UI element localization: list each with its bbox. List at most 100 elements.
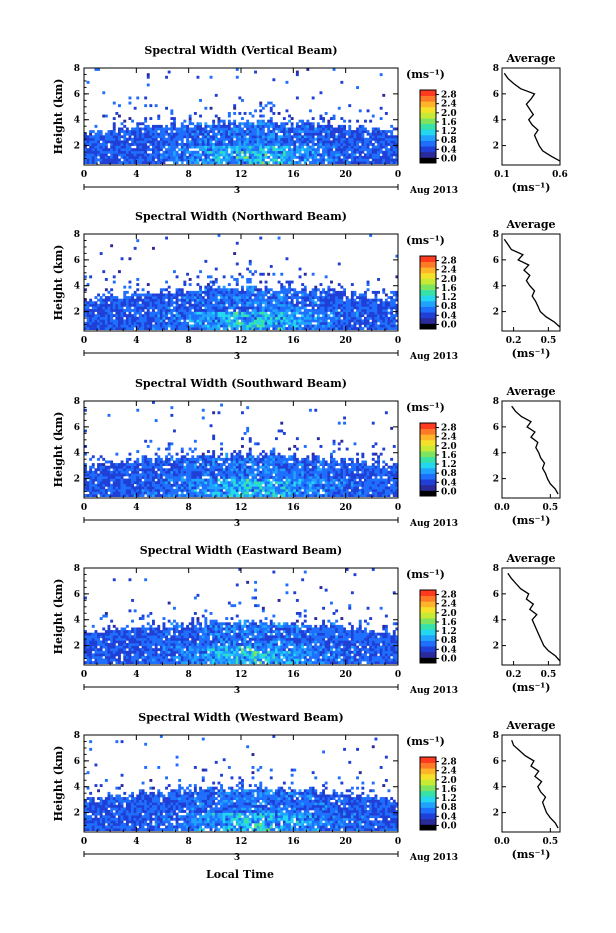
heatmap-cell [327,291,330,294]
heatmap-cell [223,299,226,302]
heatmap-cell [144,146,147,149]
heatmap-cell [95,140,98,143]
heatmap-cell [100,479,103,482]
heatmap-cell [126,146,129,149]
heatmap-cell [354,301,357,304]
heatmap-cell [121,146,124,149]
heatmap-cell [147,489,150,492]
heatmap-cell [89,135,92,138]
heatmap-cell [354,138,357,141]
heatmap-cell [385,112,388,115]
heatmap-cell [225,319,228,322]
y-tick-label: 8 [74,64,80,74]
heatmap-cell [134,314,137,317]
heatmap-cell [147,306,150,309]
heatmap-cell [186,296,189,299]
heatmap-cell [126,479,129,482]
heatmap-cell [189,299,192,302]
heatmap-cell [123,489,126,492]
heatmap-cell [173,319,176,322]
heatmap-cell [108,138,111,141]
heatmap-cell [142,304,145,307]
heatmap-cell [286,257,289,260]
heatmap-cell [144,120,147,123]
heatmap-cell [110,244,113,247]
heatmap-cell [320,301,323,304]
heatmap-cell [259,148,262,151]
heatmap-cell [265,301,268,304]
heatmap-cell [354,148,357,151]
heatmap-cell [278,306,281,309]
heatmap-cell [278,484,281,487]
heatmap-cell [170,153,173,156]
heatmap-cell [380,135,383,138]
heatmap-cell [181,304,184,307]
heatmap-cell [314,151,317,154]
heatmap-cell [97,325,100,328]
heatmap-cell [215,291,218,294]
heatmap-cell [238,143,241,146]
heatmap-cell [212,283,215,286]
heatmap-cell [278,468,281,471]
heatmap-cell [210,473,213,476]
heatmap-cell [280,159,283,162]
heatmap-cell [351,291,354,294]
heatmap-cell [238,146,241,149]
heatmap-cell [108,322,111,325]
heatmap-cell [100,143,103,146]
heatmap-cell [236,76,239,79]
heatmap-cell [126,492,129,495]
heatmap-cell [220,151,223,154]
heatmap-cell [288,151,291,154]
heatmap-cell [147,492,150,495]
heatmap-cell [278,466,281,469]
heatmap-cell [199,128,202,131]
heatmap-cell [309,301,312,304]
heatmap-cell [199,463,202,466]
heatmap-cell [249,135,252,138]
heatmap-cell [199,476,202,479]
heatmap-cell [157,143,160,146]
heatmap-cell [186,128,189,131]
heatmap-cell [126,317,129,320]
heatmap-cell [225,148,228,151]
heatmap-cell [199,322,202,325]
heatmap-cell [249,479,252,482]
heatmap-cell [262,471,265,474]
heatmap-cell [228,458,231,461]
heatmap-cell [118,468,121,471]
heatmap-cell [393,140,396,143]
heatmap-cell [134,463,137,466]
heatmap-cell [364,143,367,146]
heatmap-cell [343,140,346,143]
heatmap-cell [377,319,380,322]
heatmap-cell [113,479,116,482]
heatmap-cell [293,466,296,469]
heatmap-cell [218,322,221,325]
heatmap-cell [283,151,286,154]
heatmap-cell [272,133,275,136]
heatmap-cell [215,484,218,487]
heatmap-cell [218,299,221,302]
heatmap-cell [306,122,309,125]
heatmap-cell [236,156,239,159]
heatmap-cell [194,461,197,464]
heatmap-cell [118,148,121,151]
heatmap-cell [170,327,173,330]
heatmap-cell [304,304,307,307]
heatmap-cell [165,159,168,162]
heatmap-cell [163,317,166,320]
heatmap-cell [123,143,126,146]
heatmap-cell [312,314,315,317]
heatmap-cell [204,291,207,294]
heatmap-cell [306,296,309,299]
heatmap-cells [84,234,398,330]
heatmap-cell [283,117,286,120]
colorbar-segment [420,107,436,113]
heatmap-cell [129,148,132,151]
heatmap-cell [340,322,343,325]
heatmap-cell [194,314,197,317]
heatmap-cell [390,327,393,330]
heatmap-cell [335,146,338,149]
heatmap-cell [244,484,247,487]
